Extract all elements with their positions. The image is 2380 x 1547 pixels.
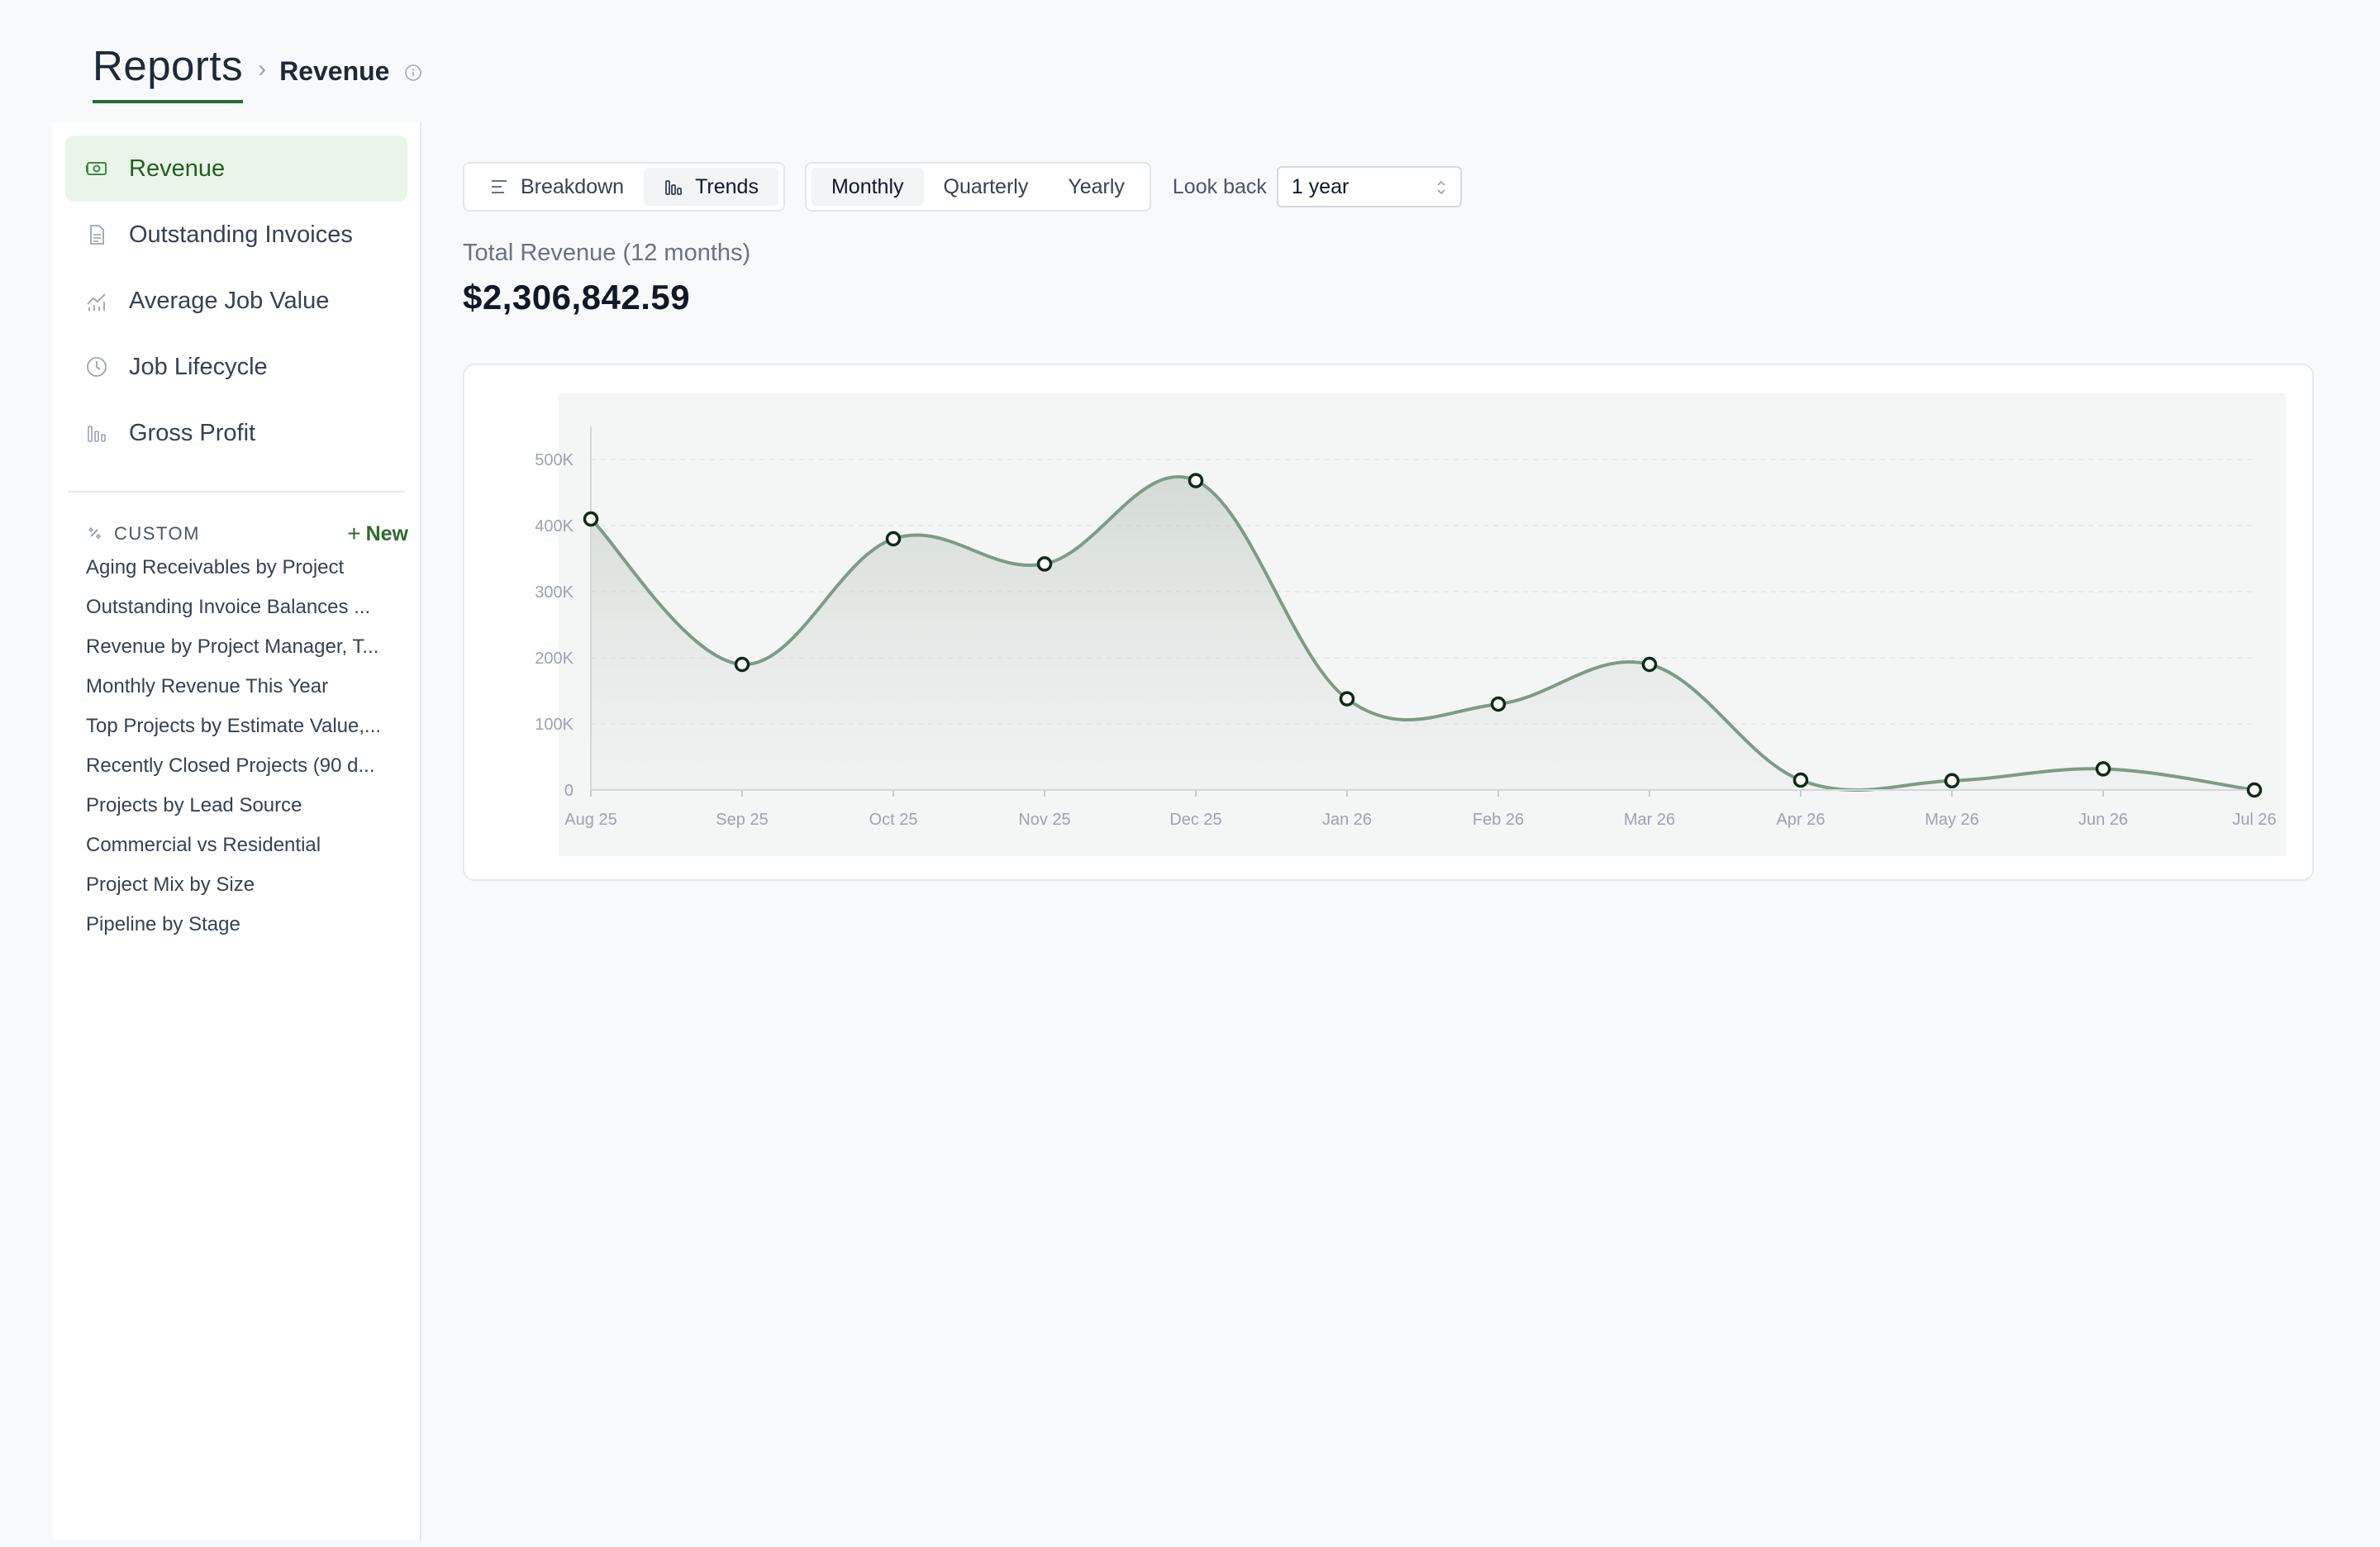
- sidebar: Revenue Outstanding Invoices Average Job…: [53, 122, 421, 1540]
- total-revenue-label: Total Revenue (12 months): [463, 240, 751, 266]
- y-tick-label: 300K: [535, 583, 574, 602]
- x-tick-label: Jan 26: [1322, 811, 1372, 829]
- x-tick-label: Apr 26: [1777, 811, 1825, 829]
- data-point[interactable]: [1792, 772, 1809, 788]
- document-icon: [85, 223, 108, 246]
- x-tick-label: Oct 25: [869, 811, 918, 829]
- chevron-updown-icon: [1437, 180, 1445, 195]
- tab-yearly[interactable]: Yearly: [1068, 174, 1125, 198]
- page-header: Reports › Revenue: [93, 41, 422, 103]
- custom-report-item[interactable]: Outstanding Invoice Balances ...: [86, 596, 371, 618]
- toolbar: Breakdown Trends Monthly Quarterly Yearl…: [463, 162, 1462, 212]
- clock-icon: [85, 355, 108, 378]
- data-point[interactable]: [1944, 773, 1960, 789]
- trend-chart-icon: [85, 289, 108, 312]
- lookback-value: 1 year: [1291, 174, 1349, 198]
- sidebar-item-label: Outstanding Invoices: [129, 221, 353, 248]
- x-tick-label: Dec 25: [1169, 811, 1221, 829]
- bar-chart-icon: [85, 421, 108, 445]
- list-icon: [492, 180, 507, 193]
- info-icon[interactable]: [404, 64, 422, 82]
- sidebar-item-label: Revenue: [129, 155, 226, 182]
- data-point[interactable]: [1641, 656, 1658, 673]
- lookback-label: Look back: [1172, 174, 1267, 198]
- custom-report-item[interactable]: Projects by Lead Source: [86, 794, 302, 816]
- new-custom-report-button[interactable]: + New: [347, 521, 408, 547]
- total-revenue-value: $2,306,842.59: [463, 278, 691, 317]
- sidebar-divider: [68, 491, 405, 493]
- x-tick-label: Aug 25: [564, 811, 616, 829]
- bar-chart-icon: [665, 180, 682, 195]
- revenue-trend-chart: 0 100K 200K 300K 400K 500K Aug 25 Sep 25 Oct 25 N…: [535, 393, 2286, 856]
- custom-report-item[interactable]: Top Projects by Estimate Value,...: [86, 715, 382, 737]
- sidebar-item-label: Gross Profit: [129, 419, 256, 446]
- tab-monthly[interactable]: Monthly: [811, 168, 924, 206]
- new-button-label: New: [365, 521, 408, 545]
- tab-quarterly[interactable]: Quarterly: [943, 174, 1029, 198]
- tab-breakdown[interactable]: Breakdown: [469, 168, 644, 206]
- custom-report-item[interactable]: Commercial vs Residential: [86, 834, 321, 856]
- page-title[interactable]: Reports: [93, 41, 244, 103]
- custom-section-label: CUSTOM: [114, 523, 200, 544]
- breadcrumb-separator: ›: [258, 55, 267, 83]
- data-point[interactable]: [1188, 473, 1204, 488]
- data-point[interactable]: [1036, 556, 1053, 572]
- data-point[interactable]: [885, 531, 902, 547]
- money-icon: [85, 157, 108, 180]
- period-toggle: Monthly Quarterly Yearly: [804, 162, 1151, 212]
- x-tick-label: Jul 26: [2232, 811, 2276, 829]
- tab-trends[interactable]: Trends: [644, 168, 778, 206]
- custom-report-item[interactable]: Revenue by Project Manager, T...: [86, 635, 379, 658]
- data-point[interactable]: [734, 656, 750, 673]
- sidebar-item-job-lifecycle[interactable]: Job Lifecycle: [65, 334, 407, 400]
- sidebar-item-label: Average Job Value: [129, 287, 330, 314]
- custom-report-item[interactable]: Project Mix by Size: [86, 873, 255, 896]
- sidebar-item-outstanding-invoices[interactable]: Outstanding Invoices: [65, 202, 407, 268]
- y-tick-label: 400K: [535, 517, 574, 536]
- y-tick-label: 0: [564, 782, 574, 800]
- custom-report-item[interactable]: Recently Closed Projects (90 d...: [86, 754, 375, 777]
- data-point[interactable]: [1490, 696, 1507, 712]
- sparkle-icon: [88, 527, 101, 539]
- tab-label: Trends: [695, 174, 759, 198]
- y-tick-label: 200K: [535, 650, 574, 668]
- custom-report-item[interactable]: Monthly Revenue This Year: [86, 675, 329, 697]
- area-fill: [591, 476, 2254, 791]
- x-tick-label: Mar 26: [1624, 811, 1675, 829]
- x-tick-label: Feb 26: [1473, 811, 1524, 829]
- breadcrumb-current: Revenue: [279, 56, 390, 86]
- sidebar-item-revenue[interactable]: Revenue: [65, 136, 407, 202]
- x-tick-label: Sep 25: [716, 811, 768, 829]
- sidebar-item-label: Job Lifecycle: [129, 353, 268, 380]
- y-tick-label: 100K: [535, 716, 574, 734]
- y-tick-label: 500K: [535, 451, 574, 469]
- chart-card: 0 100K 200K 300K 400K 500K Aug 25 Sep 25 Oct 25 N…: [463, 364, 2314, 881]
- custom-section-header: CUSTOM + New: [86, 517, 408, 550]
- x-tick-label: May 26: [1925, 811, 1979, 829]
- view-toggle: Breakdown Trends: [463, 162, 785, 212]
- sidebar-item-average-job-value[interactable]: Average Job Value: [65, 268, 407, 334]
- data-point[interactable]: [2095, 761, 2111, 777]
- plus-icon: +: [347, 521, 361, 546]
- x-tick-label: Nov 25: [1018, 811, 1070, 829]
- x-tick-label: Jun 26: [2078, 811, 2128, 829]
- lookback-select[interactable]: 1 year: [1276, 166, 1462, 207]
- data-point[interactable]: [583, 511, 599, 527]
- tab-label: Breakdown: [521, 174, 625, 198]
- custom-report-item[interactable]: Pipeline by Stage: [86, 913, 240, 935]
- data-point[interactable]: [1339, 691, 1355, 707]
- data-point[interactable]: [2246, 782, 2263, 798]
- sidebar-item-gross-profit[interactable]: Gross Profit: [65, 400, 407, 466]
- custom-report-item[interactable]: Aging Receivables by Project: [86, 556, 345, 578]
